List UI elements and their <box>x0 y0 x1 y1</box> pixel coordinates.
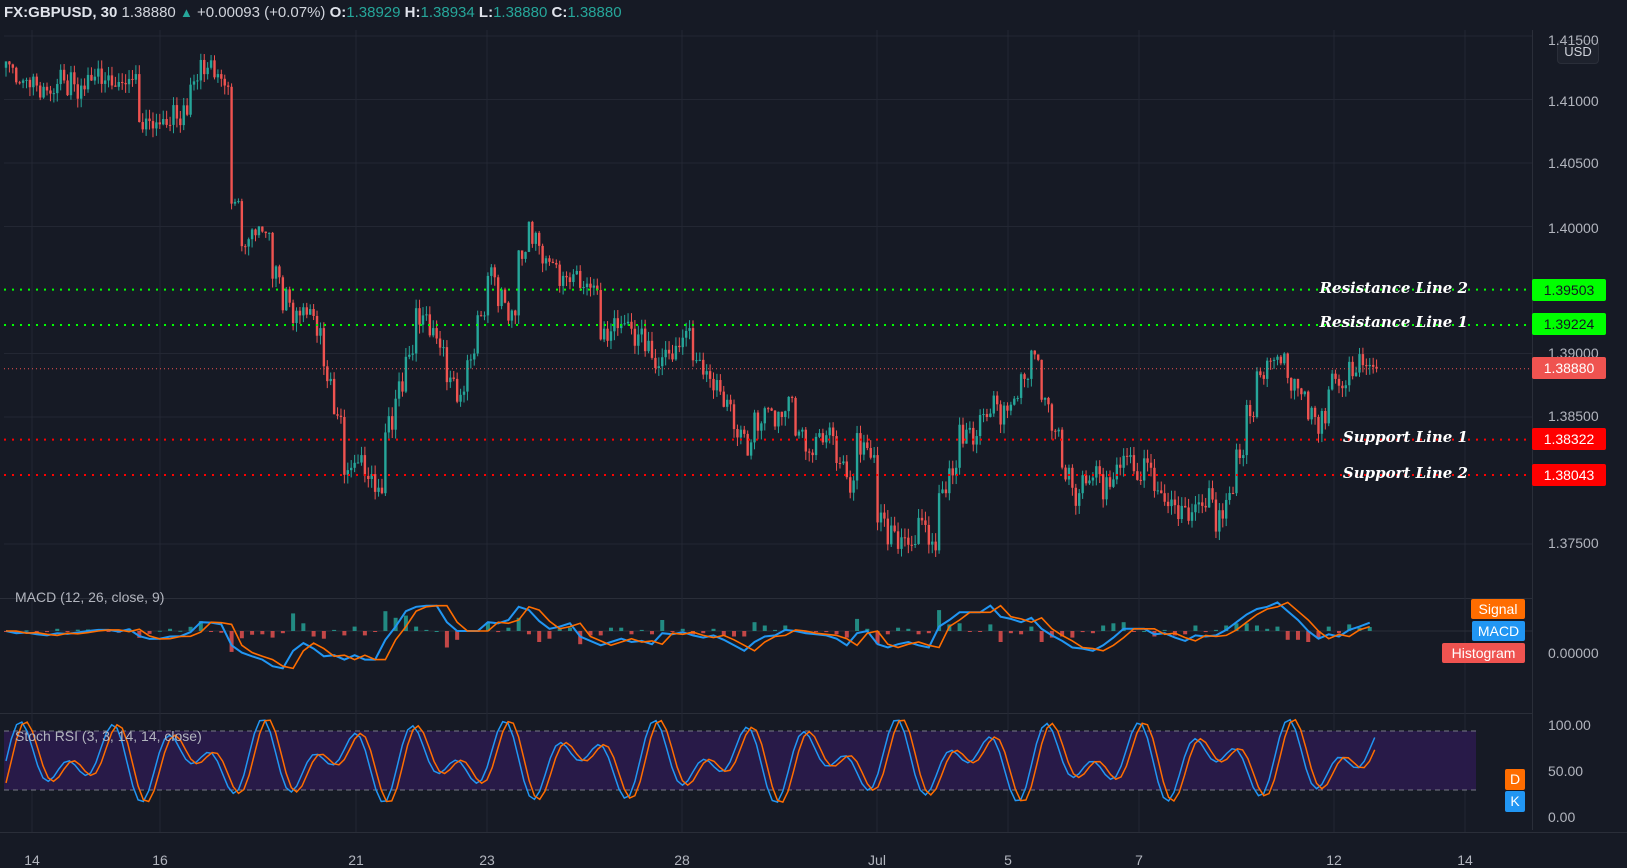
low-label: L: <box>478 4 494 21</box>
pane-divider[interactable] <box>0 598 1627 599</box>
open-value: 1.38929 <box>346 4 401 21</box>
close-value: 1.38880 <box>567 4 622 21</box>
time-tick: 28 <box>674 852 690 868</box>
time-tick: Jul <box>868 852 886 868</box>
k-legend-tag: K <box>1505 791 1525 812</box>
time-tick: 12 <box>1326 852 1342 868</box>
signal-legend-tag: Signal <box>1471 599 1525 619</box>
macd-legend-tag: MACD <box>1472 621 1525 641</box>
time-tick: 14 <box>1457 852 1473 868</box>
price-pane[interactable] <box>4 30 1531 598</box>
triangle-up-icon: ▲ <box>179 5 193 20</box>
resistance-1-price-tag: 1.39224 <box>1532 313 1606 335</box>
support-1-price-tag: 1.38322 <box>1532 428 1606 450</box>
histogram-legend-tag: Histogram <box>1442 643 1525 663</box>
time-tick: 14 <box>24 852 40 868</box>
stoch-tick: 0.00 <box>1548 809 1576 825</box>
stoch-tick: 100.00 <box>1548 717 1591 733</box>
resistance-line-2-label[interactable]: Resistance Line 2 <box>1319 279 1468 297</box>
macd-zero-tick: 0.00000 <box>1548 645 1599 661</box>
pane-divider[interactable] <box>0 713 1627 714</box>
resistance-2-price-tag: 1.39503 <box>1532 279 1606 301</box>
symbol-legend: FX:GBPUSD, 30 1.38880 ▲ +0.00093 (+0.07%… <box>4 2 622 24</box>
support-2-price-tag: 1.38043 <box>1532 464 1606 486</box>
chart-canvas[interactable] <box>0 0 1532 832</box>
time-tick: 16 <box>152 852 168 868</box>
price-tick: 1.38500 <box>1548 408 1599 424</box>
close-label: C: <box>551 4 568 21</box>
symbol-label[interactable]: FX:GBPUSD, 30 <box>4 4 118 21</box>
macd-title[interactable]: MACD (12, 26, close, 9) <box>15 589 165 605</box>
price-change: +0.00093 (+0.07%) <box>196 4 326 21</box>
open-label: O: <box>329 4 347 21</box>
price-tick: 1.37500 <box>1548 535 1599 551</box>
low-value: 1.38880 <box>493 4 548 21</box>
stoch-rsi-title[interactable]: Stoch RSI (3, 3, 14, 14, close) <box>15 728 202 744</box>
time-tick: 7 <box>1135 852 1143 868</box>
high-label: H: <box>404 4 421 21</box>
time-tick: 23 <box>479 852 495 868</box>
last-price: 1.38880 <box>121 4 176 21</box>
price-tick: 1.41500 <box>1548 32 1599 48</box>
resistance-line-1-label[interactable]: Resistance Line 1 <box>1319 313 1468 331</box>
support-line-2-label[interactable]: Support Line 2 <box>1342 464 1468 482</box>
current-price-tag: 1.38880 <box>1532 357 1606 379</box>
price-tick: 1.41000 <box>1548 93 1599 109</box>
currency-badge[interactable]: USD <box>1557 40 1599 64</box>
d-legend-tag: D <box>1505 769 1525 790</box>
macd-pane[interactable] <box>4 599 1531 713</box>
support-line-1-label[interactable]: Support Line 1 <box>1342 428 1468 446</box>
price-tick: 1.40500 <box>1548 155 1599 171</box>
high-value: 1.38934 <box>420 4 475 21</box>
price-tick: 1.40000 <box>1548 220 1599 236</box>
time-tick: 5 <box>1004 852 1012 868</box>
stoch-tick: 50.00 <box>1548 763 1584 779</box>
time-axis[interactable] <box>0 832 1627 868</box>
time-tick: 21 <box>348 852 364 868</box>
